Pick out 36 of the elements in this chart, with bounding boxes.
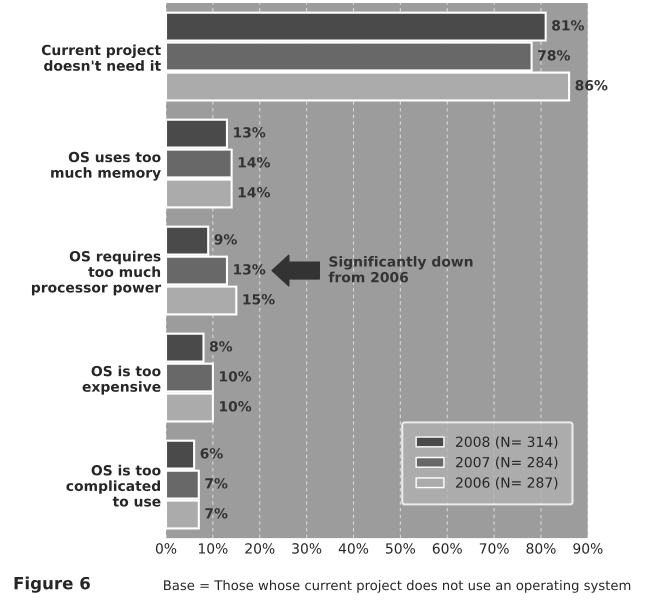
x-tick-label: 20% <box>245 543 274 554</box>
text: Base = Those whose current project does not use an operating system <box>164 580 630 593</box>
x-tick-label: 90% <box>573 543 603 554</box>
x-tick-label: 10% <box>198 543 228 554</box>
x-tick-label: 0% <box>156 543 176 554</box>
y-tick-label: OS requires too much processor power <box>32 250 162 296</box>
data-label: 15% <box>243 294 275 305</box>
x-tick-label: 40% <box>338 543 368 554</box>
legend-label: 2006 (N= 287) <box>456 477 558 490</box>
data-label: 10% <box>220 401 252 412</box>
data-label: 13% <box>234 127 266 138</box>
x-tick-label: 60% <box>432 543 462 554</box>
data-label: 6% <box>200 448 223 459</box>
data-label: 10% <box>220 371 252 382</box>
data-label: 78% <box>538 50 570 61</box>
data-label: 14% <box>238 157 270 168</box>
y-tick-label: Current project doesn't need it <box>42 44 161 71</box>
data-label: 14% <box>238 187 270 198</box>
x-tick-label: 50% <box>386 543 416 554</box>
y-tick-label: OS is too complicated to use <box>66 464 161 507</box>
legend-label: 2007 (N= 284) <box>456 456 558 470</box>
data-label: 81% <box>552 20 584 31</box>
x-tick-label: 80% <box>526 543 556 554</box>
x-tick-label: 30% <box>292 543 322 554</box>
data-label: 13% <box>234 264 266 275</box>
data-label: 8% <box>210 341 232 352</box>
y-tick-label: OS uses too much memory <box>51 152 161 181</box>
data-label: 7% <box>205 478 228 489</box>
legend-label: 2008 (N= 314) <box>456 436 558 449</box>
data-label: 9% <box>214 234 237 245</box>
y-tick-label: OS is too expensive <box>82 366 161 395</box>
caption: Figure 6 <box>14 576 90 593</box>
annotation: Significantly down from 2006 <box>328 256 472 282</box>
data-label: 7% <box>205 508 228 519</box>
x-tick-label: 70% <box>480 543 509 554</box>
data-label: 86% <box>576 80 608 91</box>
